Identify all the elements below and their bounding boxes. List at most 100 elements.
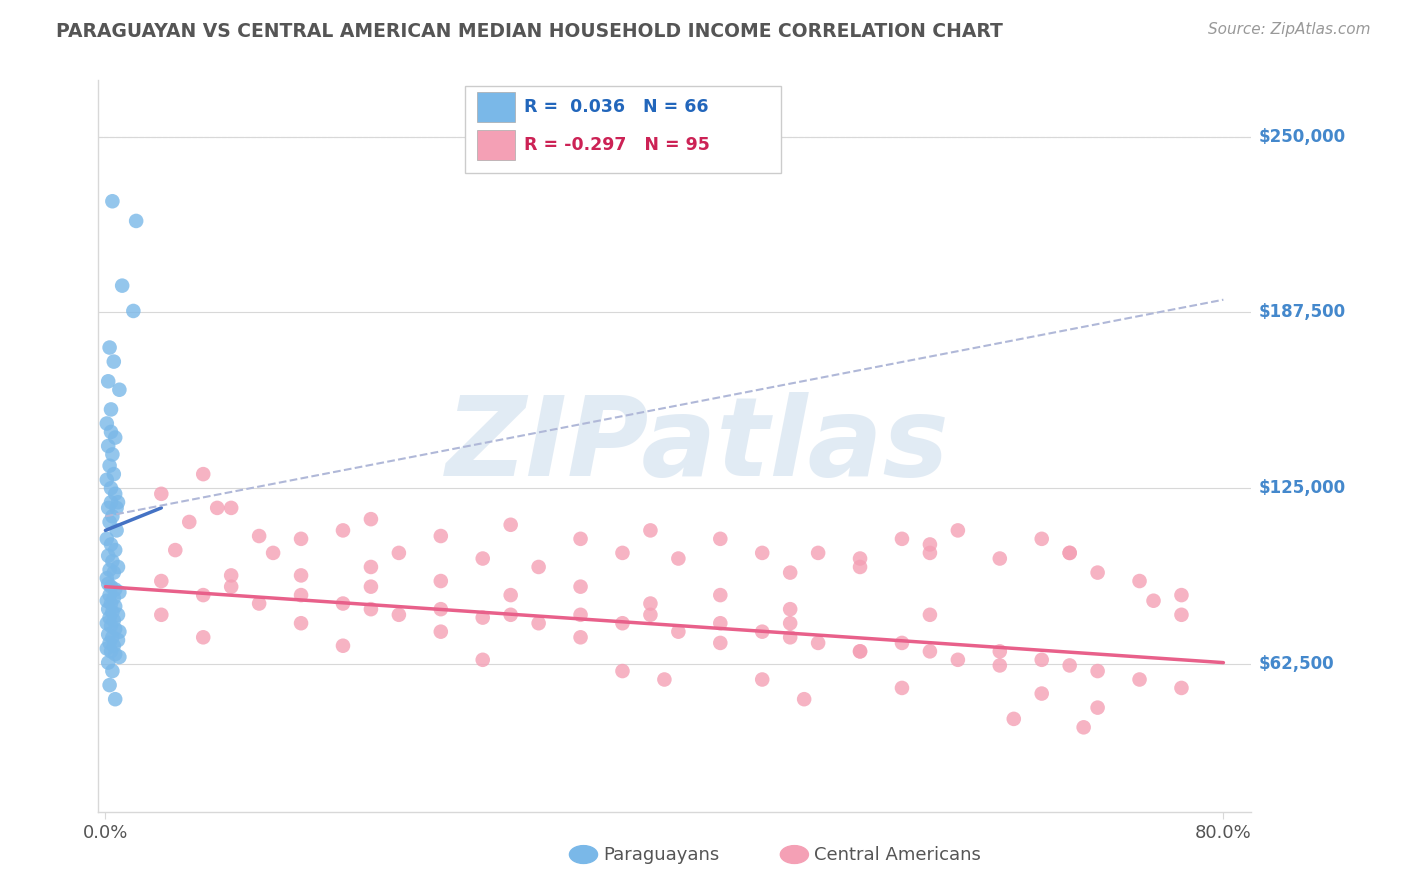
Point	[1170, 681, 1192, 695]
Point	[103, 639, 125, 653]
Point	[100, 481, 122, 495]
Point	[569, 630, 592, 644]
Point	[1142, 593, 1164, 607]
Point	[1073, 720, 1095, 734]
Point	[1170, 588, 1192, 602]
Point	[430, 624, 453, 639]
Point	[97, 577, 120, 591]
Point	[988, 644, 1011, 658]
Point	[290, 616, 312, 631]
Text: PARAGUAYAN VS CENTRAL AMERICAN MEDIAN HOUSEHOLD INCOME CORRELATION CHART: PARAGUAYAN VS CENTRAL AMERICAN MEDIAN HO…	[56, 22, 1002, 41]
Point	[219, 580, 242, 594]
Point	[96, 473, 118, 487]
Point	[946, 653, 969, 667]
Point	[332, 639, 354, 653]
Point	[1031, 532, 1053, 546]
Point	[107, 495, 129, 509]
Point	[104, 647, 127, 661]
Point	[709, 616, 731, 631]
Point	[104, 599, 127, 614]
Point	[98, 341, 121, 355]
Point	[96, 532, 118, 546]
Point	[103, 614, 125, 628]
Point	[100, 597, 122, 611]
Point	[471, 653, 494, 667]
Point	[107, 633, 129, 648]
Point	[107, 607, 129, 622]
Point	[290, 588, 312, 602]
Point	[105, 500, 128, 515]
Point	[101, 664, 124, 678]
Point	[101, 554, 124, 568]
Text: Central Americans: Central Americans	[814, 846, 981, 863]
Point	[101, 509, 124, 524]
Point	[612, 664, 634, 678]
Point	[430, 529, 453, 543]
Point	[179, 515, 201, 529]
Point	[360, 602, 382, 616]
Point	[1170, 607, 1192, 622]
Point	[918, 607, 941, 622]
Point	[150, 607, 173, 622]
Point	[98, 610, 121, 624]
Point	[1031, 653, 1053, 667]
Point	[527, 616, 550, 631]
Point	[98, 563, 121, 577]
Point	[849, 560, 872, 574]
Point	[111, 278, 134, 293]
Text: $62,500: $62,500	[1258, 655, 1334, 673]
Point	[103, 566, 125, 580]
Point	[97, 374, 120, 388]
Point	[388, 607, 411, 622]
Point	[97, 439, 120, 453]
Point	[103, 354, 125, 368]
Text: $125,000: $125,000	[1258, 479, 1346, 497]
Point	[471, 610, 494, 624]
Point	[891, 681, 914, 695]
Point	[108, 624, 131, 639]
Point	[108, 650, 131, 665]
Text: R = -0.297   N = 95: R = -0.297 N = 95	[523, 136, 710, 153]
Point	[988, 551, 1011, 566]
Point	[205, 500, 228, 515]
Point	[569, 532, 592, 546]
Point	[100, 402, 122, 417]
Point	[499, 607, 522, 622]
Point	[96, 593, 118, 607]
Point	[150, 574, 173, 588]
Point	[104, 692, 127, 706]
Point	[105, 524, 128, 538]
Point	[1031, 687, 1053, 701]
Point	[849, 551, 872, 566]
Point	[108, 383, 131, 397]
Point	[640, 607, 662, 622]
Point	[108, 585, 131, 599]
Point	[1059, 546, 1081, 560]
Point	[96, 571, 118, 585]
Point	[709, 532, 731, 546]
Text: Paraguayans: Paraguayans	[603, 846, 720, 863]
Point	[360, 512, 382, 526]
Point	[640, 524, 662, 538]
Point	[849, 644, 872, 658]
Point	[98, 458, 121, 473]
Point	[499, 517, 522, 532]
Point	[654, 673, 676, 687]
Point	[98, 515, 121, 529]
Point	[100, 644, 122, 658]
Point	[247, 597, 270, 611]
Point	[569, 580, 592, 594]
Point	[247, 529, 270, 543]
Point	[104, 431, 127, 445]
Point	[103, 591, 125, 605]
Point	[709, 636, 731, 650]
Point	[499, 588, 522, 602]
Point	[471, 551, 494, 566]
Point	[104, 582, 127, 597]
Point	[709, 588, 731, 602]
Point	[891, 636, 914, 650]
Point	[612, 546, 634, 560]
Point	[103, 467, 125, 482]
Point	[290, 568, 312, 582]
Point	[290, 532, 312, 546]
